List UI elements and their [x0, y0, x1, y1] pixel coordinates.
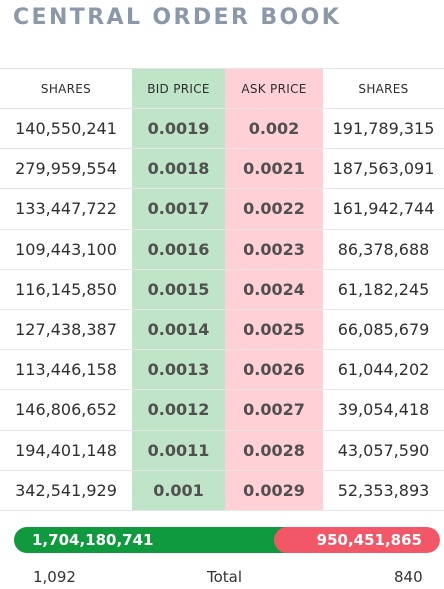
bid-price-cell: 0.0011	[132, 430, 225, 471]
bid-order-count: 1,092	[33, 568, 76, 586]
order-row: 194,401,148 0.0011 0.0028 43,057,590	[0, 430, 444, 471]
bid-shares-cell: 146,806,652	[0, 389, 132, 431]
header-ask-shares: SHARES	[323, 68, 444, 109]
bid-shares-cell: 116,145,850	[0, 269, 132, 310]
ask-price-cell: 0.0021	[225, 148, 323, 190]
ask-shares-cell: 61,044,202	[323, 349, 444, 391]
order-row: 133,447,722 0.0017 0.0022 161,942,744	[0, 188, 444, 230]
total-label: Total	[207, 568, 243, 586]
order-row: 116,145,850 0.0015 0.0024 61,182,245	[0, 269, 444, 310]
ask-total-segment: 950,451,865	[274, 527, 440, 553]
ask-shares-cell: 191,789,315	[323, 108, 444, 150]
ask-shares-cell: 52,353,893	[323, 470, 444, 511]
bid-shares-cell: 140,550,241	[0, 108, 132, 150]
ask-shares-cell: 187,563,091	[323, 148, 444, 190]
bid-price-cell: 0.0019	[132, 108, 225, 150]
ask-shares-cell: 61,182,245	[323, 269, 444, 310]
bid-shares-cell: 109,443,100	[0, 229, 132, 270]
ask-shares-cell: 39,054,418	[323, 389, 444, 431]
page-title: CENTRAL ORDER BOOK	[13, 5, 342, 30]
order-row: 109,443,100 0.0016 0.0023 86,378,688	[0, 229, 444, 270]
order-row: 342,541,929 0.001 0.0029 52,353,893	[0, 470, 444, 511]
bid-price-cell: 0.001	[132, 470, 225, 511]
header-row: SHARES BID PRICE ASK PRICE SHARES	[0, 68, 444, 109]
ask-shares-cell: 86,378,688	[323, 229, 444, 270]
ask-shares-cell: 161,942,744	[323, 188, 444, 230]
bid-total-segment: 1,704,180,741	[14, 527, 288, 553]
bid-price-cell: 0.0013	[132, 349, 225, 391]
order-row: 113,446,158 0.0013 0.0026 61,044,202	[0, 349, 444, 391]
total-volume-bar: 1,704,180,741 950,451,865	[14, 527, 440, 553]
order-row: 146,806,652 0.0012 0.0027 39,054,418	[0, 389, 444, 431]
bid-price-cell: 0.0017	[132, 188, 225, 230]
bid-price-cell: 0.0016	[132, 229, 225, 270]
ask-order-count: 840	[394, 568, 423, 586]
ask-price-cell: 0.0024	[225, 269, 323, 310]
ask-price-cell: 0.0022	[225, 188, 323, 230]
ask-shares-cell: 66,085,679	[323, 309, 444, 351]
bid-shares-cell: 133,447,722	[0, 188, 132, 230]
bid-shares-cell: 279,959,554	[0, 148, 132, 190]
order-row: 279,959,554 0.0018 0.0021 187,563,091	[0, 148, 444, 190]
order-row: 140,550,241 0.0019 0.002 191,789,315	[0, 108, 444, 150]
bid-price-cell: 0.0018	[132, 148, 225, 190]
bid-shares-cell: 194,401,148	[0, 430, 132, 471]
ask-price-cell: 0.0026	[225, 349, 323, 391]
header-bid-price: BID PRICE	[132, 68, 225, 109]
bid-price-cell: 0.0014	[132, 309, 225, 351]
header-bid-shares: SHARES	[0, 68, 132, 109]
ask-price-cell: 0.0029	[225, 470, 323, 511]
bid-shares-cell: 127,438,387	[0, 309, 132, 351]
bid-shares-cell: 113,446,158	[0, 349, 132, 391]
bid-price-cell: 0.0012	[132, 389, 225, 431]
ask-price-cell: 0.0028	[225, 430, 323, 471]
bid-shares-cell: 342,541,929	[0, 470, 132, 511]
order-book-table: SHARES BID PRICE ASK PRICE SHARES 140,55…	[0, 68, 444, 511]
ask-price-cell: 0.002	[225, 108, 323, 150]
order-row: 127,438,387 0.0014 0.0025 66,085,679	[0, 309, 444, 351]
bid-price-cell: 0.0015	[132, 269, 225, 310]
ask-price-cell: 0.0025	[225, 309, 323, 351]
ask-shares-cell: 43,057,590	[323, 430, 444, 471]
ask-price-cell: 0.0027	[225, 389, 323, 431]
ask-price-cell: 0.0023	[225, 229, 323, 270]
header-ask-price: ASK PRICE	[225, 68, 323, 109]
